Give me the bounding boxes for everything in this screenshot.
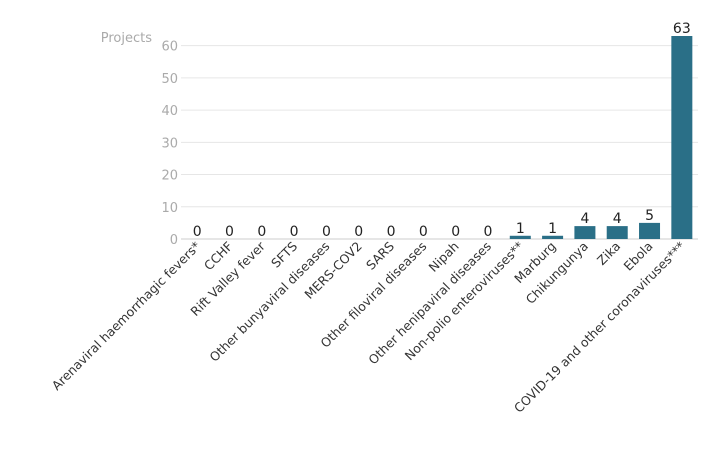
- data-label: 0: [419, 224, 428, 240]
- data-label: 0: [484, 224, 493, 240]
- data-label: 1: [516, 221, 525, 237]
- data-label: 5: [645, 208, 654, 224]
- data-label: 0: [354, 224, 363, 240]
- bar-14: [606, 226, 628, 239]
- data-label: 4: [613, 211, 622, 227]
- x-axis-ticks: Arenaviral haemorrhagic fevers*CCHFRift …: [49, 238, 688, 416]
- data-label: 1: [548, 221, 557, 237]
- data-label: 0: [257, 224, 266, 240]
- data-label: 0: [290, 224, 299, 240]
- data-label: 0: [225, 224, 234, 240]
- data-label: 0: [322, 224, 331, 240]
- bars: [509, 36, 693, 239]
- bar-11: [509, 235, 531, 239]
- y-tick-label: 40: [161, 104, 178, 119]
- y-tick-label: 20: [161, 169, 178, 184]
- y-tick-label: 50: [161, 72, 178, 87]
- bar-12: [542, 235, 564, 239]
- x-tick-label: Zika: [594, 239, 623, 268]
- bar-15: [639, 222, 661, 239]
- y-axis-ticks: 0 10 20 30 40 50 60: [161, 40, 178, 248]
- gridlines: [181, 45, 698, 240]
- data-label: 0: [451, 224, 460, 240]
- bar-13: [574, 226, 596, 239]
- y-tick-label: 10: [161, 201, 178, 216]
- data-labels: 0 0 0 0 0 0 0 0 0 0 1 1 4 4 5 63: [193, 21, 691, 240]
- x-tick-label: Arenaviral haemorrhagic fevers*: [49, 239, 204, 394]
- y-tick-label: 30: [161, 136, 178, 151]
- data-label: 4: [580, 211, 589, 227]
- y-tick-label: 0: [170, 233, 178, 248]
- data-label: 0: [387, 224, 396, 240]
- data-label: 63: [673, 21, 691, 37]
- y-tick-label: 60: [161, 40, 178, 55]
- data-label: 0: [193, 224, 202, 240]
- y-axis-label: Projects: [101, 31, 152, 46]
- bar-16: [671, 36, 693, 239]
